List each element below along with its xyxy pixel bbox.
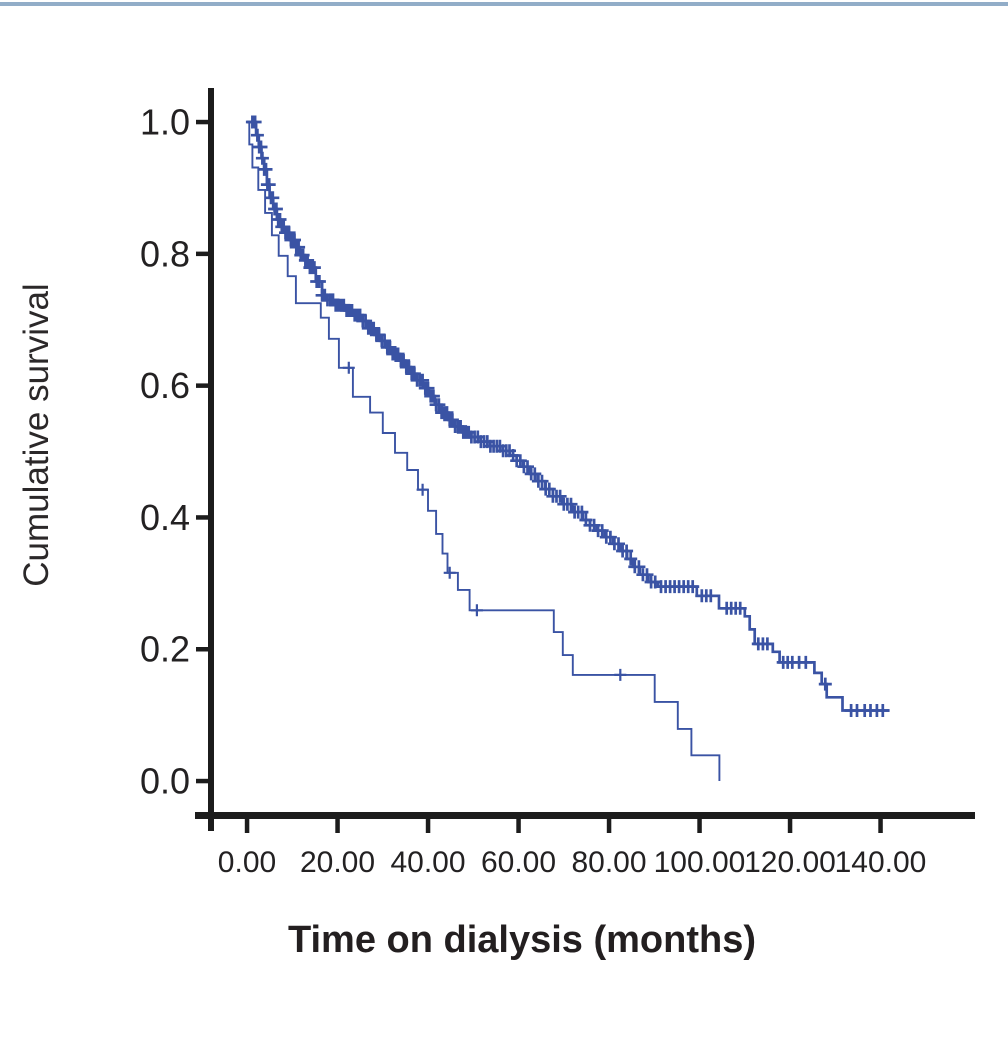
x-tick-label: 140.00 [835,846,927,879]
x-tick [516,819,521,833]
x-tick-label: 40.00 [390,846,465,879]
x-tick [335,819,340,833]
x-tick-label: 80.00 [571,846,646,879]
y-tick [196,119,211,125]
x-axis-ticks: 0.00 20.00 40.00 60.00 80.00 100.00120.00140.… [218,819,927,879]
y-tick [196,515,211,520]
x-tick-label: 120.00 [744,846,836,879]
y-tick-label: 0.6 [140,365,190,406]
top-accent-band [0,2,1008,6]
lower-step-curve [247,121,721,781]
x-axis-line [195,812,975,819]
y-tick [196,778,211,784]
y-tick-label: 0.0 [140,761,190,802]
upper-heavily-censored-curve [247,120,890,712]
y-axis-ticks: 1.0 0.8 0.6 0.4 0.2 0.0 [140,102,211,802]
x-tick [606,819,612,833]
x-tick-label: 20.00 [300,846,375,879]
x-tick-label: 0.00 [218,846,276,879]
x-tick [878,819,883,833]
y-axis-title: Cumulative survival [17,283,56,586]
y-tick [196,647,211,652]
y-axis-line [208,88,214,831]
y-tick-label: 0.4 [140,497,190,538]
x-axis-title: Time on dialysis (months) [288,919,756,961]
lower-step-curve-censor-marks [342,361,627,681]
upper-heavily-censored-curve-censor-marks [245,115,890,717]
y-tick [196,251,211,257]
x-tick [697,819,702,833]
x-tick [244,819,250,833]
y-tick [196,383,211,388]
x-tick-label: 60.00 [481,846,556,879]
survival-curves [245,115,890,781]
y-tick-label: 1.0 [140,102,190,143]
x-tick [787,819,793,833]
x-tick-label: 100.00 [654,846,746,879]
axes [195,88,975,831]
y-tick-label: 0.8 [140,233,190,274]
x-tick [425,819,431,833]
y-tick-label: 0.2 [140,629,190,670]
